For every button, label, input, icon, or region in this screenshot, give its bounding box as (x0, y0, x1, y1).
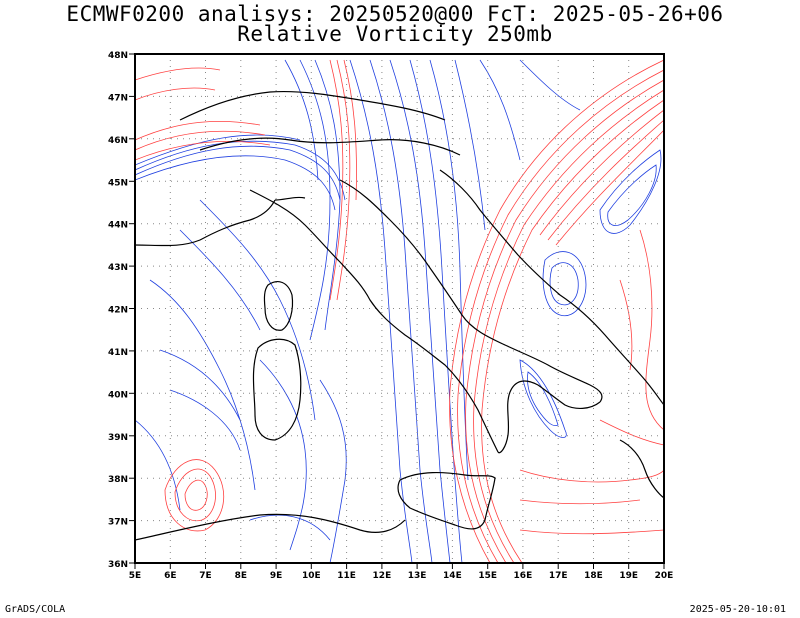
lat-label: 44N (108, 221, 128, 231)
lon-label: 6E (164, 571, 176, 581)
lat-label: 46N (108, 136, 128, 146)
lat-label: 38N (108, 475, 128, 485)
lat-label: 41N (108, 348, 128, 358)
lon-label: 10E (302, 571, 321, 581)
coastlines (135, 90, 664, 541)
lon-label: 17E (549, 571, 568, 581)
lon-label: 9E (270, 571, 282, 581)
lat-label: 36N (108, 560, 128, 570)
lon-label: 7E (199, 571, 211, 581)
map-subtitle: Relative Vorticity 250mb (237, 22, 553, 46)
lon-label: 20E (655, 571, 674, 581)
lat-label: 39N (108, 433, 128, 443)
lon-label: 12E (373, 571, 392, 581)
lat-label: 47N (108, 93, 128, 103)
graticule (135, 54, 664, 563)
lon-label: 13E (408, 571, 427, 581)
lat-label: 43N (108, 263, 128, 273)
map-title: ECMWF0200 analisys: 20250520@00 FcT: 202… (66, 2, 724, 26)
lon-label: 14E (443, 571, 462, 581)
lon-label: 19E (619, 571, 638, 581)
lat-label: 40N (108, 390, 128, 400)
lat-label: 48N (108, 51, 128, 61)
lat-ticks (129, 53, 135, 564)
lon-label: 11E (337, 571, 356, 581)
lon-labels: 5E 6E 7E 8E 9E 10E 11E 12E 13E 14E 15E 1… (129, 571, 674, 581)
lat-labels: 36N 37N 38N 39N 40N 41N 42N 43N 44N 45N … (108, 51, 128, 570)
lon-label: 8E (235, 571, 247, 581)
negative-contours (135, 59, 662, 563)
lon-ticks (134, 563, 665, 569)
footer-timestamp: 2025-05-20-10:01 (689, 604, 786, 615)
lon-label: 16E (514, 571, 533, 581)
lon-label: 18E (584, 571, 603, 581)
footer-credit: GrADS/COLA (5, 604, 66, 615)
lat-label: 45N (108, 178, 128, 188)
lon-label: 15E (478, 571, 497, 581)
lat-label: 42N (108, 306, 128, 316)
positive-contours (135, 59, 664, 563)
lat-label: 37N (108, 518, 128, 528)
lon-label: 5E (129, 571, 141, 581)
